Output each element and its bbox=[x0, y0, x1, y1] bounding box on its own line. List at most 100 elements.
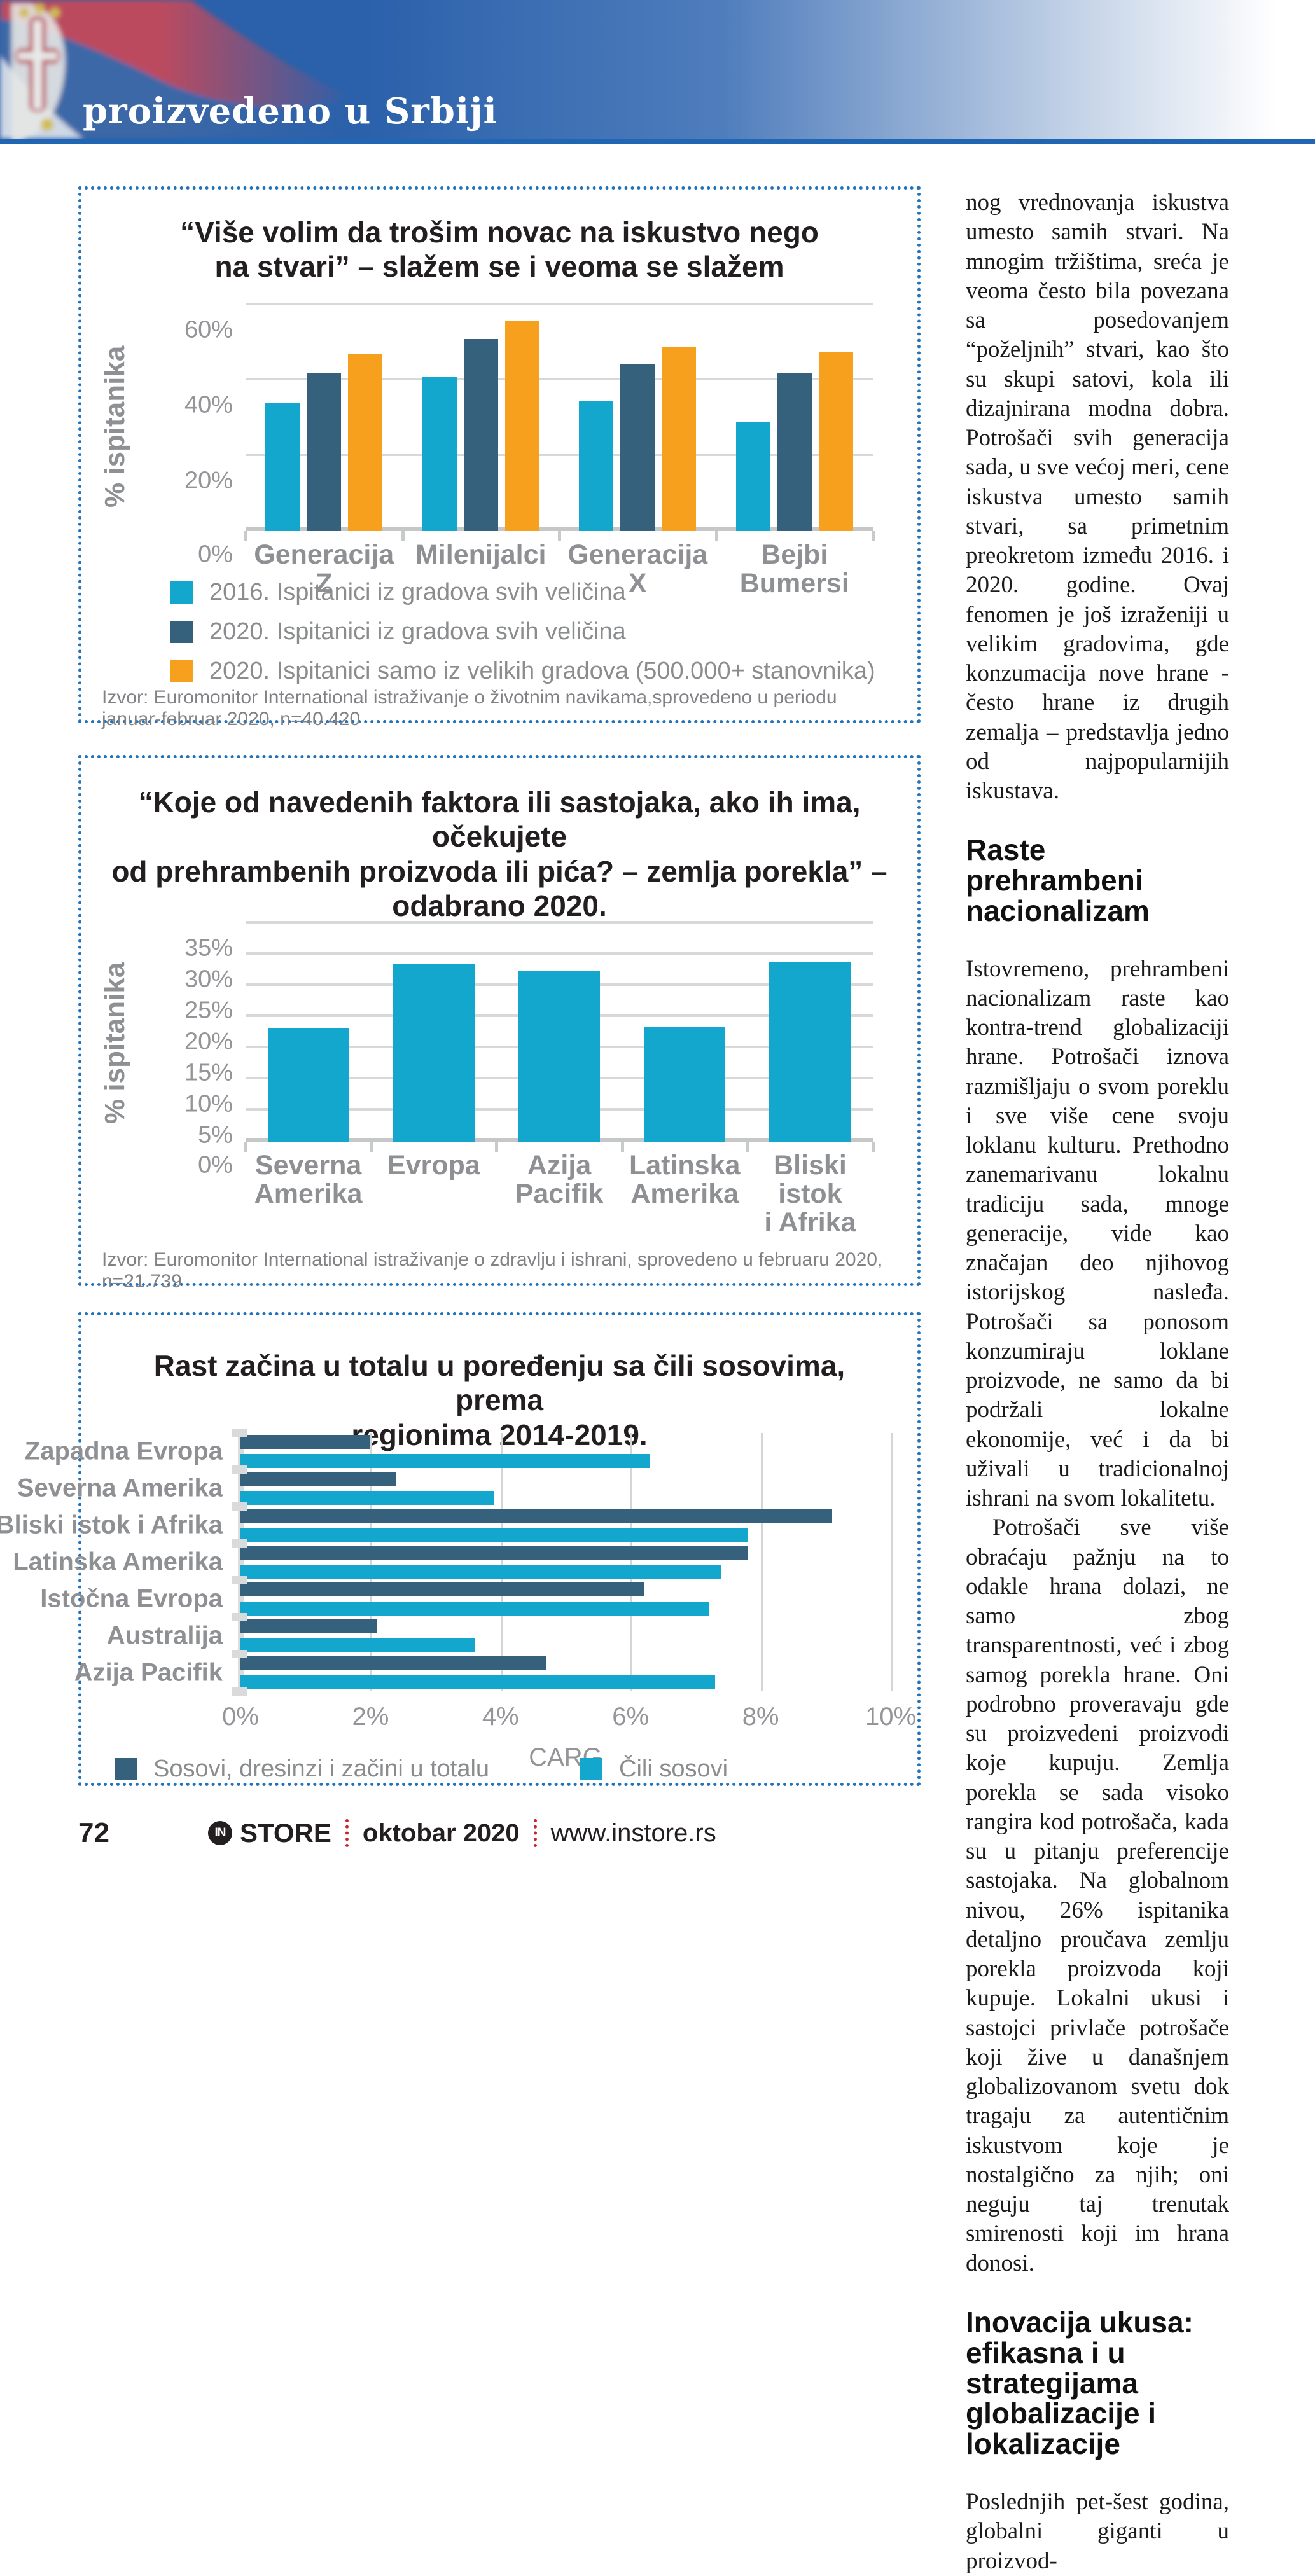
bar-group bbox=[496, 924, 622, 1142]
y-axis-label: % ispitanika bbox=[99, 962, 130, 1124]
chart-legend: 2016. Ispitanici iz gradova svih veličin… bbox=[170, 579, 875, 697]
bar bbox=[267, 1028, 349, 1142]
axis-tick bbox=[401, 531, 405, 541]
x-tick-label: 10% bbox=[865, 1703, 917, 1731]
bar bbox=[240, 1528, 748, 1542]
gridline bbox=[370, 1433, 373, 1691]
axis-tick bbox=[232, 1539, 247, 1548]
bar bbox=[240, 1656, 546, 1670]
page-number: 72 bbox=[78, 1817, 109, 1848]
chart-title-line: od prehrambenih proizvoda ili pića? – ze… bbox=[111, 854, 887, 888]
bar bbox=[504, 320, 539, 531]
gridline: 20% bbox=[184, 453, 873, 494]
bar bbox=[735, 422, 770, 531]
axis-tick bbox=[714, 531, 718, 541]
serbian-flag-image bbox=[0, 0, 347, 139]
bar-row: Bliski istok i Afrika bbox=[0, 1502, 891, 1544]
category-label: Generacija X bbox=[567, 539, 708, 599]
bar bbox=[769, 961, 851, 1142]
issue-date: oktobar 2020 bbox=[362, 1818, 520, 1847]
legend-swatch bbox=[580, 1758, 602, 1780]
category-label: Azija Pacifik bbox=[515, 1150, 604, 1210]
instore-logo: IN STORE bbox=[207, 1818, 331, 1848]
axis-tick bbox=[244, 1142, 247, 1152]
axis-tick bbox=[232, 1429, 247, 1437]
x-tick-label: 2% bbox=[352, 1703, 389, 1731]
brand-name: STORE bbox=[239, 1818, 331, 1848]
axis-tick bbox=[244, 531, 247, 541]
axis-tick bbox=[232, 1465, 247, 1474]
instore-logo-icon: IN bbox=[207, 1821, 232, 1845]
y-axis-label: % ispitanika bbox=[99, 345, 130, 508]
chart-spice-growth: Rast začina u totalu u poređenju sa čili… bbox=[0, 1312, 921, 1786]
chart-title-line: “Koje od navedenih faktora ili sastojaka… bbox=[138, 786, 861, 854]
bar-group bbox=[559, 305, 716, 531]
y-tick-label: 0% bbox=[198, 1151, 233, 1179]
plot-area: 0% 5% 10% 15% 20% 25% 30% 35% bbox=[184, 921, 875, 1179]
gridline bbox=[760, 1433, 763, 1691]
axis-baseline bbox=[238, 1429, 244, 1695]
bar-groups bbox=[246, 305, 873, 531]
legend-swatch bbox=[170, 581, 193, 604]
legend-label: Sosovi, dresinzi i začini u totalu bbox=[153, 1755, 490, 1782]
category-label: Zapadna Evropa bbox=[24, 1437, 223, 1465]
x-tick-label: 6% bbox=[612, 1703, 650, 1731]
bar bbox=[644, 1026, 726, 1142]
legend-label: Čili sosovi bbox=[619, 1755, 728, 1782]
bar bbox=[307, 373, 342, 531]
chart-experience-spending: “Više volim da trošim novac na iskustvo … bbox=[78, 186, 921, 730]
bar-row: Australija bbox=[107, 1613, 891, 1654]
legend-item: Sosovi, dresinzi i začini u totalu bbox=[115, 1755, 489, 1783]
axis-tick bbox=[232, 1613, 247, 1621]
article-heading: Inovacija ukusa: efikasna i u strategija… bbox=[966, 2305, 1193, 2461]
x-tick-label: 8% bbox=[742, 1703, 779, 1731]
gridline bbox=[500, 1433, 503, 1691]
chart-title: “Koje od navedenih faktora ili sastojaka… bbox=[107, 785, 892, 923]
legend-label: 2020. Ispitanici iz gradova svih veličin… bbox=[209, 618, 626, 645]
axis-tick bbox=[558, 531, 561, 541]
chart-title-line: na stvari” – slažem se i veoma se slažem bbox=[214, 250, 784, 284]
bar bbox=[240, 1509, 833, 1523]
chart-title: “Više volim da trošim novac na iskustvo … bbox=[107, 215, 892, 284]
article-paragraph: Potrošači sve više obraćaju pažnju na to… bbox=[966, 1514, 1229, 2276]
bar-rows: Zapadna Evropa Severna Amerika Bliski isto… bbox=[0, 1429, 893, 1696]
y-tick-label: 20% bbox=[184, 1028, 233, 1055]
legend-label: 2020. Ispitanici samo iz velikih gradova… bbox=[209, 658, 875, 684]
axis-tick bbox=[232, 1650, 247, 1658]
gridline bbox=[630, 1433, 633, 1691]
bar bbox=[240, 1435, 371, 1449]
y-tick-label: 15% bbox=[184, 1059, 233, 1086]
footer-divider bbox=[533, 1819, 537, 1847]
category-label: Istočna Evropa bbox=[40, 1584, 223, 1613]
y-tick-label: 35% bbox=[184, 934, 233, 962]
bar bbox=[240, 1675, 716, 1689]
y-tick-label: 40% bbox=[184, 391, 233, 419]
category-axis: Generacija Z Milenijalci Generacija X Bejbi… bbox=[246, 539, 873, 599]
footer-divider bbox=[345, 1819, 349, 1847]
bar-row: Zapadna Evropa bbox=[25, 1429, 891, 1470]
bar bbox=[240, 1619, 377, 1633]
bar bbox=[240, 1491, 494, 1505]
gridline: 35% bbox=[184, 921, 873, 962]
axis-tick bbox=[746, 1142, 749, 1152]
category-label: Milenijalci bbox=[415, 539, 546, 570]
legend-item: 2020. Ispitanici iz gradova svih veličin… bbox=[170, 618, 875, 646]
chart-country-of-origin: “Koje od navedenih faktora ili sastojaka… bbox=[78, 755, 921, 1292]
bar-row: Latinska Amerika bbox=[13, 1539, 891, 1581]
gridline: 0% bbox=[198, 527, 873, 568]
bar bbox=[240, 1472, 397, 1486]
bar-group bbox=[371, 924, 496, 1142]
chart-title-line: “Više volim da trošim novac na iskustvo … bbox=[180, 216, 819, 249]
chart-title-line: regionima 2014-2019. bbox=[351, 1418, 648, 1451]
plot-area: 0% 20% 40% 60% bbox=[184, 303, 875, 568]
legend-swatch bbox=[115, 1758, 137, 1780]
article-paragraph: Poslednjih pet-šest godina, globalni gig… bbox=[966, 2489, 1229, 2574]
source-note: Izvor: Euromonitor International istraži… bbox=[102, 687, 837, 730]
category-label: Bliski istok i Afrika bbox=[764, 1150, 856, 1238]
gridline bbox=[891, 1433, 893, 1691]
category-label: Evropa bbox=[387, 1150, 480, 1181]
gridline: 30% bbox=[184, 952, 873, 993]
y-tick-label: 25% bbox=[184, 997, 233, 1024]
category-label: Bliski istok i Afrika bbox=[0, 1511, 223, 1539]
bar bbox=[818, 352, 853, 531]
